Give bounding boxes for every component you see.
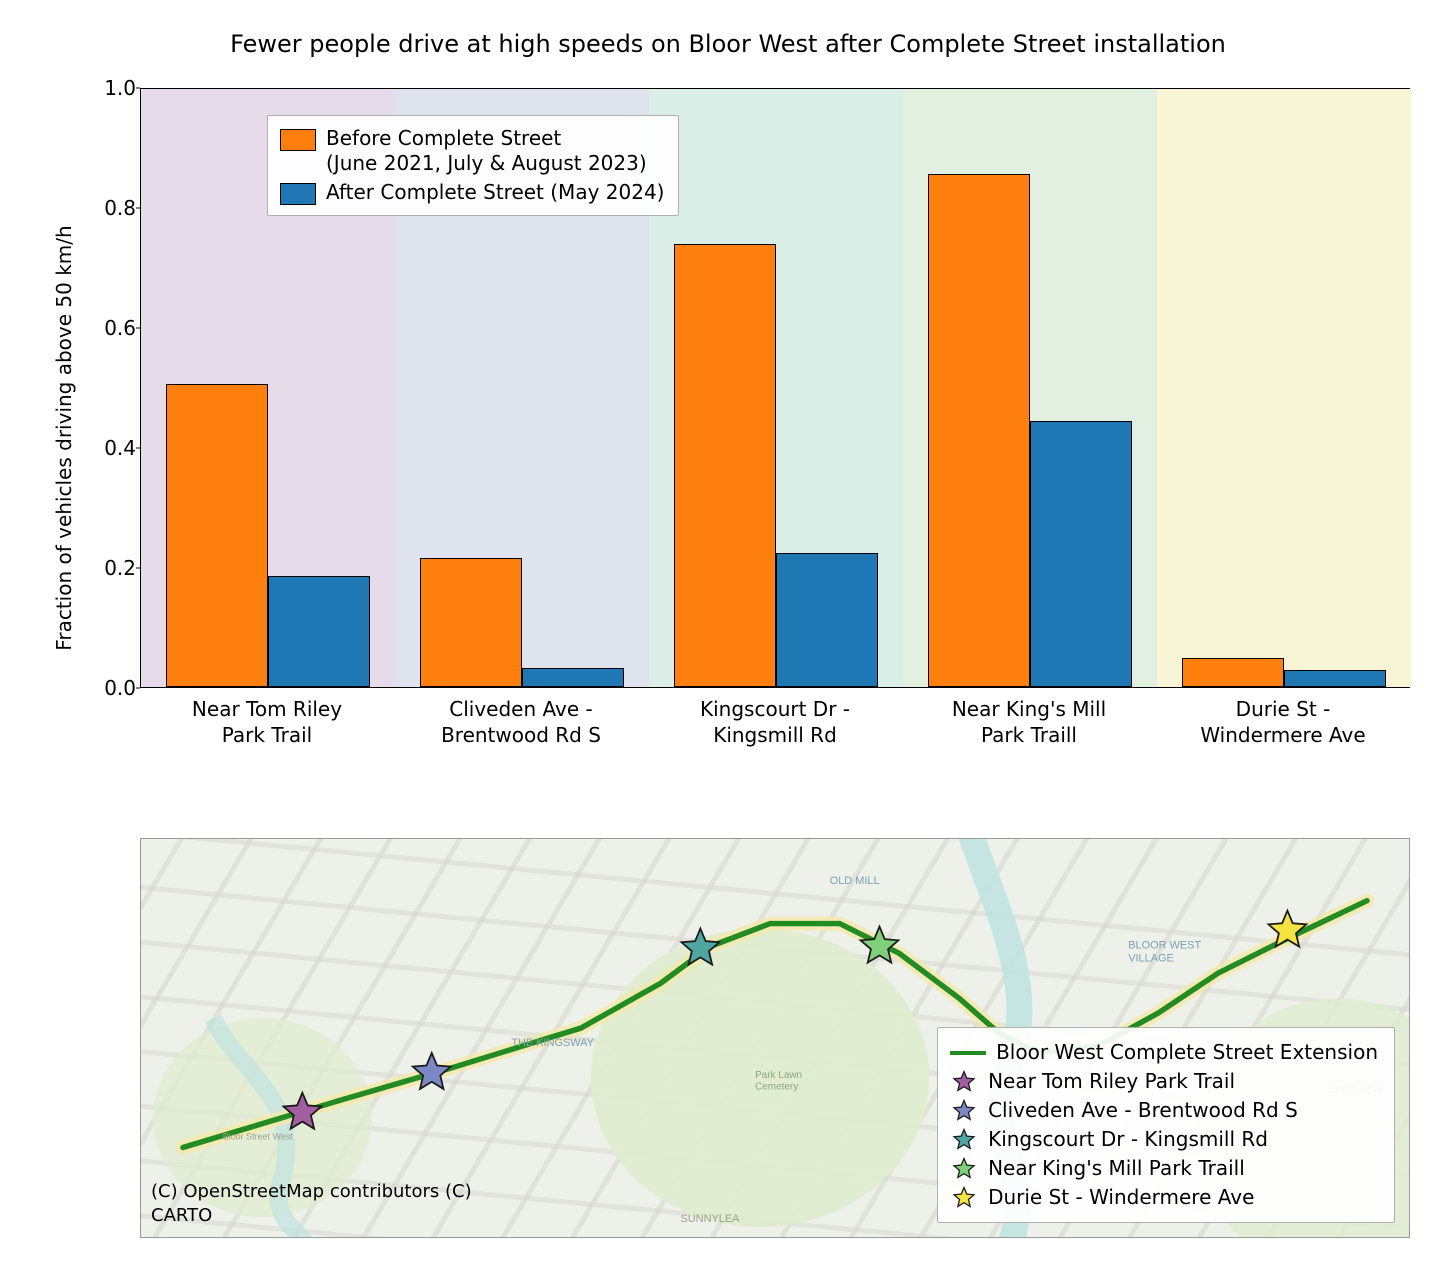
- map-legend-label: Near Tom Riley Park Trail: [988, 1067, 1235, 1096]
- map-legend-line-swatch: [950, 1051, 986, 1055]
- y-tick-label: 0.8: [100, 196, 136, 220]
- bar-after: [268, 576, 370, 687]
- figure: Fewer people drive at high speeds on Blo…: [30, 30, 1426, 1238]
- x-tick-label: Durie St - Windermere Ave: [1156, 696, 1410, 748]
- bar-before: [1182, 658, 1284, 687]
- map-legend-star-swatch: [950, 1097, 978, 1125]
- map-legend-row: Durie St - Windermere Ave: [950, 1183, 1378, 1212]
- bar-before: [928, 174, 1030, 687]
- legend-row: Before Complete Street (June 2021, July …: [280, 126, 664, 176]
- map-text-label: Park Lawn: [755, 1070, 802, 1081]
- map-legend-star-swatch: [950, 1155, 978, 1183]
- location-map: OLD MILL THE KINGSWAY BLOOR WESTVILLAGE SUN…: [140, 838, 1410, 1238]
- chart-legend: Before Complete Street (June 2021, July …: [267, 115, 679, 216]
- legend-swatch: [280, 183, 316, 205]
- y-tick-label: 1.0: [100, 76, 136, 100]
- map-text-label: OLD MILL: [830, 875, 880, 887]
- map-legend-label: Bloor West Complete Street Extension: [996, 1038, 1378, 1067]
- map-legend-row: Cliveden Ave - Brentwood Rd S: [950, 1096, 1378, 1125]
- map-legend-label: Kingscourt Dr - Kingsmill Rd: [988, 1125, 1268, 1154]
- bar-after: [1030, 421, 1132, 687]
- legend-swatch: [280, 129, 316, 151]
- y-tick-label: 0.4: [100, 436, 136, 460]
- chart-title: Fewer people drive at high speeds on Blo…: [30, 30, 1426, 58]
- map-text-label: VILLAGE: [1128, 952, 1174, 964]
- map-text-label: BLOOR WEST: [1128, 939, 1201, 951]
- y-tick-mark: [136, 88, 140, 89]
- plot-area: Before Complete Street (June 2021, July …: [140, 88, 1410, 688]
- bar-after: [1284, 670, 1386, 687]
- map-legend-star-swatch: [950, 1184, 978, 1212]
- bar-after: [522, 668, 624, 687]
- bar-chart: Fraction of vehicles driving above 50 km…: [30, 78, 1426, 798]
- map-legend-label: Cliveden Ave - Brentwood Rd S: [988, 1096, 1298, 1125]
- bar-before: [674, 244, 776, 687]
- legend-row: After Complete Street (May 2024): [280, 180, 664, 205]
- map-legend-label: Near King's Mill Park Traill: [988, 1154, 1245, 1183]
- map-text-label: THE KINGSWAY: [511, 1037, 594, 1049]
- map-legend-row: Near Tom Riley Park Trail: [950, 1067, 1378, 1096]
- y-tick-mark: [136, 328, 140, 329]
- map-legend: Bloor West Complete Street ExtensionNear…: [937, 1027, 1395, 1223]
- map-text-label: Bloor Street West: [223, 1131, 293, 1141]
- y-tick-mark: [136, 568, 140, 569]
- map-legend-star-swatch: [950, 1126, 978, 1154]
- y-tick-label: 0.6: [100, 316, 136, 340]
- y-axis-label: Fraction of vehicles driving above 50 km…: [52, 225, 76, 650]
- y-tick-mark: [136, 208, 140, 209]
- y-tick-mark: [136, 688, 140, 689]
- map-text-label: Cemetery: [755, 1082, 798, 1093]
- map-legend-label: Durie St - Windermere Ave: [988, 1183, 1254, 1212]
- y-tick-label: 0.0: [100, 676, 136, 700]
- x-tick-label: Kingscourt Dr - Kingsmill Rd: [648, 696, 902, 748]
- y-tick-mark: [136, 448, 140, 449]
- map-legend-row: Kingscourt Dr - Kingsmill Rd: [950, 1125, 1378, 1154]
- map-legend-star-swatch: [950, 1068, 978, 1096]
- bar-before: [166, 384, 268, 687]
- legend-label: After Complete Street (May 2024): [326, 180, 664, 205]
- x-tick-label: Cliveden Ave - Brentwood Rd S: [394, 696, 648, 748]
- x-tick-label: Near Tom Riley Park Trail: [140, 696, 394, 748]
- legend-label: Before Complete Street (June 2021, July …: [326, 126, 647, 176]
- map-legend-row: Near King's Mill Park Traill: [950, 1154, 1378, 1183]
- chart-region: [1157, 89, 1411, 687]
- map-attribution: (C) OpenStreetMap contributors (C) CARTO: [151, 1180, 472, 1227]
- bar-after: [776, 553, 878, 687]
- bar-before: [420, 558, 522, 687]
- map-text-label: SUNNYLEA: [680, 1213, 740, 1225]
- y-tick-label: 0.2: [100, 556, 136, 580]
- map-legend-row: Bloor West Complete Street Extension: [950, 1038, 1378, 1067]
- x-tick-label: Near King's Mill Park Traill: [902, 696, 1156, 748]
